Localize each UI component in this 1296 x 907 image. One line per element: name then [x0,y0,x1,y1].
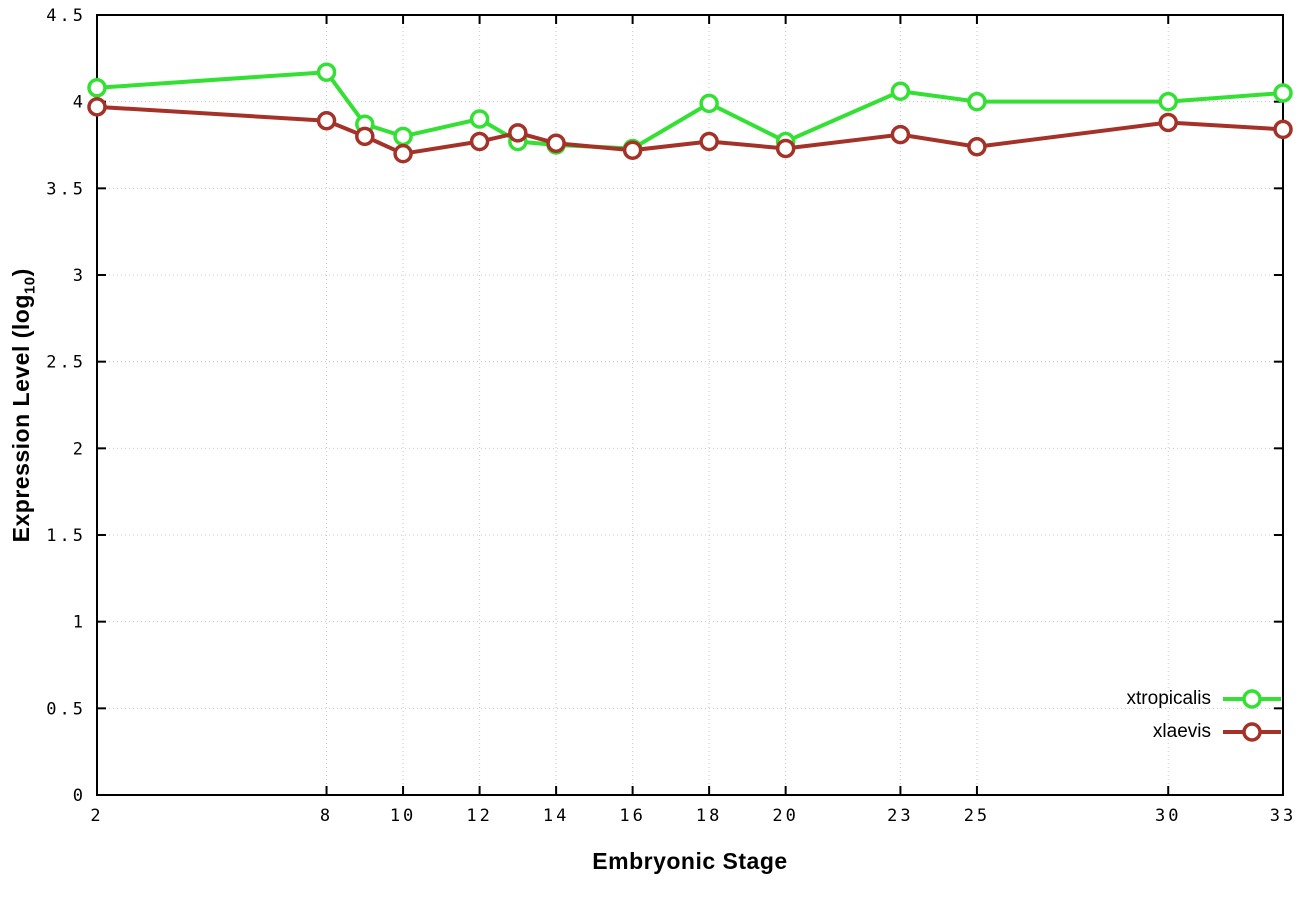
data-point-xlaevis [469,131,490,152]
legend-item-xtropicalis: xtropicalis [1127,686,1283,712]
y-tick-label: 1.5 [46,526,86,546]
y-tick-label: 2 [73,439,86,459]
data-point-xtropicalis [1158,91,1178,112]
y-tick-label: 4 [73,93,86,113]
data-point-xtropicalis [87,78,107,98]
x-tick-label: 25 [964,806,990,826]
y-tick-label: 3 [73,266,86,286]
x-tick-label: 30 [1155,806,1181,826]
data-point-xlaevis [546,133,566,154]
data-point-xlaevis [1273,119,1293,140]
legend-line-marker-icon [1223,689,1281,709]
data-point-xtropicalis [316,62,337,82]
x-tick-label: 2 [90,806,103,826]
data-point-xtropicalis [1273,83,1293,103]
x-tick-label: 10 [390,806,416,826]
x-tick-label: 23 [887,806,913,826]
y-tick-label: 0.5 [46,699,86,719]
data-point-xtropicalis [469,109,490,129]
data-point-xtropicalis [890,81,911,102]
data-point-xlaevis [393,143,413,164]
legend-label: xlaevis [1152,721,1211,742]
data-point-xlaevis [508,123,528,143]
chart-legend: xtropicalis xlaevis [1127,686,1283,745]
data-point-xlaevis [622,140,643,160]
data-point-xlaevis [699,131,719,152]
x-tick-label: 12 [466,806,492,826]
legend-line-marker-icon [1223,722,1281,742]
y-tick-label: 2.5 [46,353,86,373]
data-point-xlaevis [1158,112,1178,133]
plot-border [96,14,1284,796]
data-point-xlaevis [890,124,911,145]
data-point-xlaevis [967,136,987,157]
y-tick-label: 1 [73,613,86,633]
data-point-xlaevis [316,110,337,131]
x-tick-label: 8 [320,806,333,826]
y-tick-label: 3.5 [46,179,86,199]
x-tick-label: 18 [696,806,722,826]
data-point-xlaevis [775,138,796,159]
x-tick-label: 16 [619,806,645,826]
data-point-xlaevis [87,97,107,117]
data-point-xtropicalis [393,126,413,147]
y-tick-label: 0 [73,786,86,806]
data-point-xlaevis [355,126,375,147]
x-tick-label: 14 [543,806,569,826]
legend-label: xtropicalis [1126,688,1211,709]
y-tick-label: 4.5 [46,6,86,26]
data-point-xtropicalis [967,91,987,112]
x-tick-label: 33 [1270,806,1296,826]
legend-item-xlaevis: xlaevis [1153,719,1283,745]
x-axis-title: Embryonic Stage [592,848,788,874]
series-line-xtropicalis [95,70,1285,151]
data-point-xtropicalis [699,93,719,114]
x-tick-label: 20 [772,806,798,826]
